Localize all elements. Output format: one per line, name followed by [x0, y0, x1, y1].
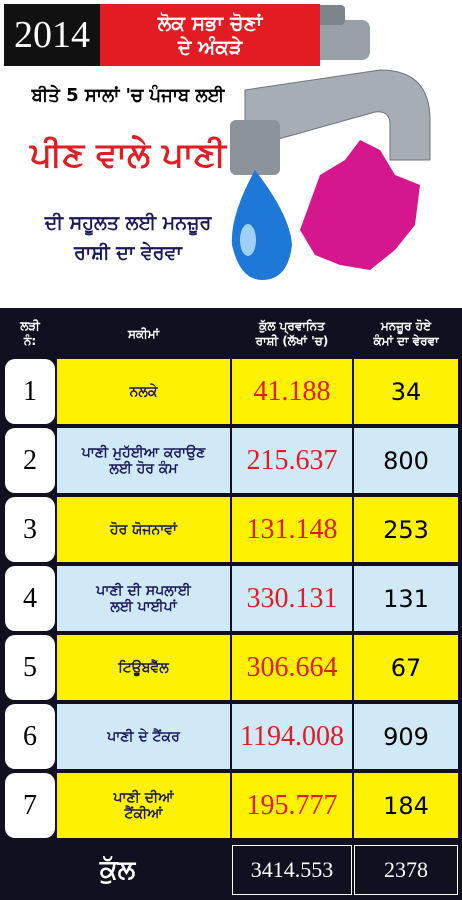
amount-cell: 306.664 — [232, 635, 352, 700]
amount-cell: 330.131 — [232, 566, 352, 631]
column-header: ਕੁੱਲ ਪ੍ਰਵਾਨਿਤ ਰਾਸ਼ੀ (ਲੱਖਾਂ 'ਚ) — [232, 312, 352, 356]
works-cell: 184 — [354, 773, 458, 838]
works: 34 — [390, 377, 422, 406]
headline-1: ਬੀਤੇ 5 ਸਾਲਾਂ 'ਚ ਪੰਜਾਬ ਲਈ — [31, 85, 225, 106]
amount: 131.148 — [246, 513, 338, 545]
headline-3: ਦੀ ਸਹੂਲਤ ਲਈ ਮਨਜ਼ੂਰ — [44, 212, 212, 234]
works-cell: 34 — [354, 359, 458, 424]
row-number-cell: 4 — [5, 566, 55, 631]
row-number: 5 — [23, 651, 37, 683]
works-cell: 253 — [354, 497, 458, 562]
header-line: ਕੰਮਾਂ ਦਾ ਵੇਰਵਾ — [373, 334, 439, 348]
scheme-cell: ਹੋਰ ਯੋਜਨਾਵਾਂ — [57, 497, 230, 562]
scheme-line: ਹੋਰ ਯੋਜਨਾਵਾਂ — [109, 521, 178, 538]
row-number-cell: 5 — [5, 635, 55, 700]
header-line: ਮਨਜ਼ੂਰ ਹੋਏ — [380, 319, 432, 333]
scheme-line: ਲਈ ਹੋਰ ਕੰਮ — [109, 460, 178, 477]
amount-cell: 131.148 — [232, 497, 352, 562]
works: 909 — [383, 722, 429, 751]
total-amount-cell: 3414.553 — [232, 845, 352, 895]
scheme-cell: ਪਾਣੀ ਦੇ ਟੈਂਕਰ — [57, 704, 230, 769]
scheme-cell: ਪਾਣੀ ਮੁਹੱਈਆ ਕਰਾਉਣ ਲਈ ਹੋਰ ਕੰਮ — [57, 428, 230, 493]
header-line: ਲੜੀ — [20, 319, 40, 333]
headline-4: ਰਾਸ਼ੀ ਦਾ ਵੇਰਵਾ — [74, 242, 182, 264]
row-number-cell: 6 — [5, 704, 55, 769]
amount: 330.131 — [246, 582, 338, 614]
amount: 215.637 — [246, 444, 338, 476]
works: 131 — [383, 584, 429, 613]
scheme-line: ਟਿਊਬਵੈੱਲ — [118, 659, 169, 676]
works-cell: 131 — [354, 566, 458, 631]
works-cell: 800 — [354, 428, 458, 493]
works: 800 — [383, 446, 429, 475]
column-header: ਲੜੀ ਨੰ: — [5, 312, 55, 356]
works: 184 — [383, 791, 429, 820]
total-works: 2378 — [384, 857, 428, 882]
row-number: 4 — [23, 582, 37, 614]
total-label: ਕੁੱਲ — [99, 854, 136, 885]
row-number: 2 — [23, 444, 37, 476]
scheme-cell: ਪਾਣੀ ਦੀ ਸਪਲਾਈ ਲਈ ਪਾਈਪਾਂ — [57, 566, 230, 631]
amount: 1194.008 — [240, 720, 344, 752]
amount: 41.188 — [253, 375, 331, 407]
row-number-cell: 7 — [5, 773, 55, 838]
header-line: ਕੁੱਲ ਪ੍ਰਵਾਨਿਤ — [259, 319, 325, 333]
header-line: ਰਾਸ਼ੀ (ਲੱਖਾਂ 'ਚ) — [255, 334, 329, 348]
amount-cell: 1194.008 — [232, 704, 352, 769]
year: 2014 — [4, 4, 100, 66]
scheme-line: ਪਾਣੀ ਦੀ ਸਪਲਾਈ — [96, 582, 191, 599]
banner-line: ਦੇ ਅੰਕੜੇ — [177, 35, 243, 59]
row-number: 3 — [23, 513, 37, 545]
scheme-cell: ਟਿਊਬਵੈੱਲ — [57, 635, 230, 700]
amount: 306.664 — [246, 651, 338, 683]
row-number: 1 — [23, 375, 37, 407]
scheme-cell: ਪਾਣੀ ਦੀਆਂ ਟੈਂਕੀਆਂ — [57, 773, 230, 838]
total-works-cell: 2378 — [354, 845, 458, 895]
works: 67 — [390, 653, 422, 682]
scheme-line: ਪਾਣੀ ਮੁਹੱਈਆ ਕਰਾਉਣ — [81, 444, 206, 461]
scheme-line: ਪਾਣੀ ਦੇ ਟੈਂਕਰ — [107, 728, 180, 745]
row-number: 6 — [23, 720, 37, 752]
scheme-line: ਪਾਣੀ ਦੀਆਂ — [113, 789, 174, 806]
column-header: ਸਕੀਮਾਂ — [57, 312, 230, 356]
header-line: ਨੰ: — [23, 334, 37, 348]
total-label-cell: ਕੁੱਲ — [5, 845, 230, 895]
scheme-line: ਨਲਕੇ — [129, 383, 158, 400]
works: 253 — [383, 515, 429, 544]
works-cell: 67 — [354, 635, 458, 700]
scheme-cell: ਨਲਕੇ — [57, 359, 230, 424]
row-number: 7 — [23, 789, 37, 821]
amount-cell: 41.188 — [232, 359, 352, 424]
scheme-line: ਟੈਂਕੀਆਂ — [124, 805, 163, 822]
amount-cell: 195.777 — [232, 773, 352, 838]
banner-line: ਲੋਕ ਸਭਾ ਚੋਣਾਂ — [157, 11, 263, 35]
works-cell: 909 — [354, 704, 458, 769]
amount-cell: 215.637 — [232, 428, 352, 493]
banner: ਲੋਕ ਸਭਾ ਚੋਣਾਂ ਦੇ ਅੰਕੜੇ — [100, 4, 320, 66]
column-header: ਮਨਜ਼ੂਰ ਹੋਏ ਕੰਮਾਂ ਦਾ ਵੇਰਵਾ — [354, 312, 458, 356]
row-number-cell: 3 — [5, 497, 55, 562]
row-number-cell: 2 — [5, 428, 55, 493]
total-amount: 3414.553 — [250, 857, 334, 882]
amount: 195.777 — [246, 789, 338, 821]
row-number-cell: 1 — [5, 359, 55, 424]
header-line: ਸਕੀਮਾਂ — [127, 326, 160, 341]
headline-2: ਪੀਣ ਵਾਲੇ ਪਾਣੀ — [30, 135, 226, 175]
scheme-line: ਲਈ ਪਾਈਪਾਂ — [110, 598, 177, 615]
